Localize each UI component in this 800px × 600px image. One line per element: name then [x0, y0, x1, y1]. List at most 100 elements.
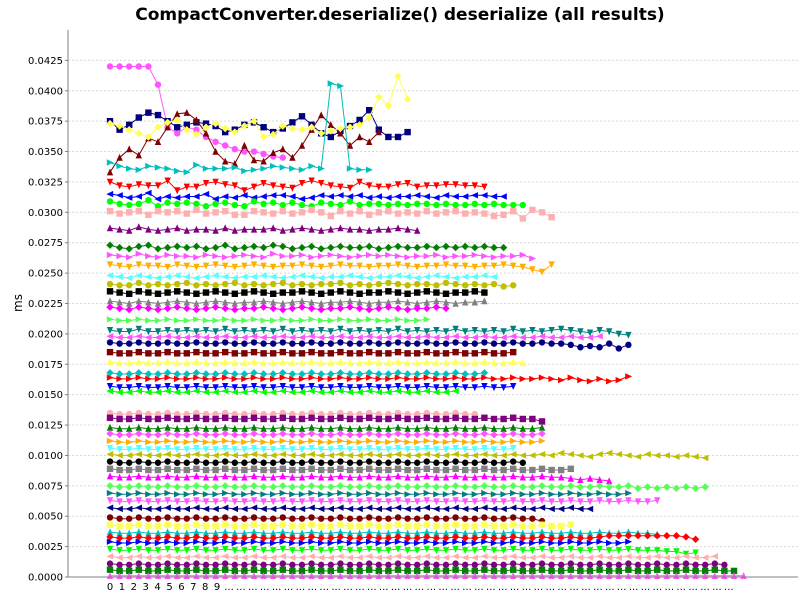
- data-point: [577, 491, 585, 498]
- data-point: [270, 162, 277, 170]
- data-point: [461, 431, 469, 439]
- series-24: [106, 358, 526, 367]
- data-point: [433, 567, 440, 575]
- data-point: [337, 465, 344, 473]
- data-point: [308, 445, 315, 452]
- data-point: [499, 243, 508, 252]
- data-point: [327, 121, 334, 128]
- data-point: [365, 333, 373, 340]
- data-point: [490, 273, 498, 280]
- data-point: [279, 472, 286, 480]
- data-point: [365, 482, 373, 490]
- y-tick-label: 0.0250: [28, 269, 63, 280]
- data-point: [385, 317, 393, 324]
- data-point: [222, 545, 229, 553]
- data-point: [116, 350, 123, 357]
- data-point: [394, 560, 402, 567]
- data-point: [461, 193, 469, 200]
- data-point: [451, 553, 459, 560]
- data-point: [336, 369, 345, 377]
- data-point: [452, 374, 460, 381]
- data-point: [288, 124, 297, 133]
- data-point: [538, 538, 546, 545]
- data-point: [163, 504, 171, 511]
- data-point: [154, 567, 162, 575]
- data-point: [115, 192, 123, 199]
- data-point: [385, 473, 392, 481]
- data-point: [337, 288, 344, 295]
- data-point: [289, 425, 296, 432]
- data-point: [519, 534, 527, 542]
- data-point: [462, 446, 469, 454]
- data-point: [231, 459, 238, 466]
- data-point: [394, 533, 402, 541]
- data-point: [414, 280, 421, 288]
- data-point: [183, 522, 190, 530]
- data-point: [202, 515, 210, 522]
- data-point: [318, 290, 325, 297]
- data-point: [145, 415, 152, 423]
- data-point: [471, 340, 478, 347]
- data-point: [192, 274, 200, 282]
- data-point: [221, 387, 229, 395]
- data-point: [548, 539, 556, 547]
- data-point: [384, 194, 392, 201]
- data-point: [192, 130, 201, 139]
- data-point: [125, 483, 133, 491]
- data-point: [471, 327, 478, 334]
- data-point: [260, 466, 267, 474]
- data-point: [519, 561, 526, 569]
- data-point: [471, 192, 478, 199]
- data-point: [567, 451, 574, 458]
- data-point: [221, 553, 229, 560]
- data-point: [490, 359, 498, 367]
- data-point: [385, 491, 393, 498]
- data-point: [471, 251, 479, 259]
- data-point: [154, 81, 162, 88]
- data-point: [231, 274, 238, 282]
- data-point: [510, 514, 517, 521]
- data-point: [164, 472, 171, 480]
- data-point: [193, 161, 201, 169]
- data-point: [222, 528, 229, 536]
- data-point: [289, 289, 296, 296]
- x-tick-label: ...: [367, 582, 377, 593]
- data-point: [337, 538, 345, 545]
- data-point: [394, 242, 402, 251]
- data-point: [510, 545, 517, 553]
- data-point: [126, 282, 133, 289]
- data-point: [106, 458, 114, 465]
- data-point: [547, 483, 556, 491]
- data-point: [231, 547, 238, 554]
- data-point: [279, 553, 286, 560]
- data-point: [366, 423, 373, 431]
- series-22: [106, 339, 632, 352]
- data-point: [211, 452, 219, 459]
- data-point: [451, 482, 460, 490]
- data-point: [222, 199, 229, 206]
- data-point: [231, 263, 238, 271]
- data-point: [423, 193, 430, 200]
- data-point: [126, 201, 133, 209]
- data-point: [606, 477, 613, 485]
- series-12: [106, 250, 537, 262]
- data-point: [356, 515, 363, 522]
- data-point: [423, 533, 431, 541]
- data-point: [394, 528, 402, 536]
- data-point: [691, 484, 700, 492]
- data-point: [240, 554, 248, 561]
- data-point: [462, 515, 469, 522]
- data-point: [145, 317, 153, 324]
- data-point: [462, 210, 469, 217]
- data-point: [308, 437, 316, 445]
- y-tick-label: 0.0350: [28, 147, 63, 158]
- data-point: [490, 340, 498, 347]
- data-point: [471, 384, 478, 392]
- data-point: [212, 547, 219, 554]
- data-point: [259, 389, 267, 396]
- data-point: [462, 425, 469, 432]
- data-point: [212, 138, 219, 146]
- data-point: [510, 458, 517, 465]
- data-point: [500, 340, 507, 347]
